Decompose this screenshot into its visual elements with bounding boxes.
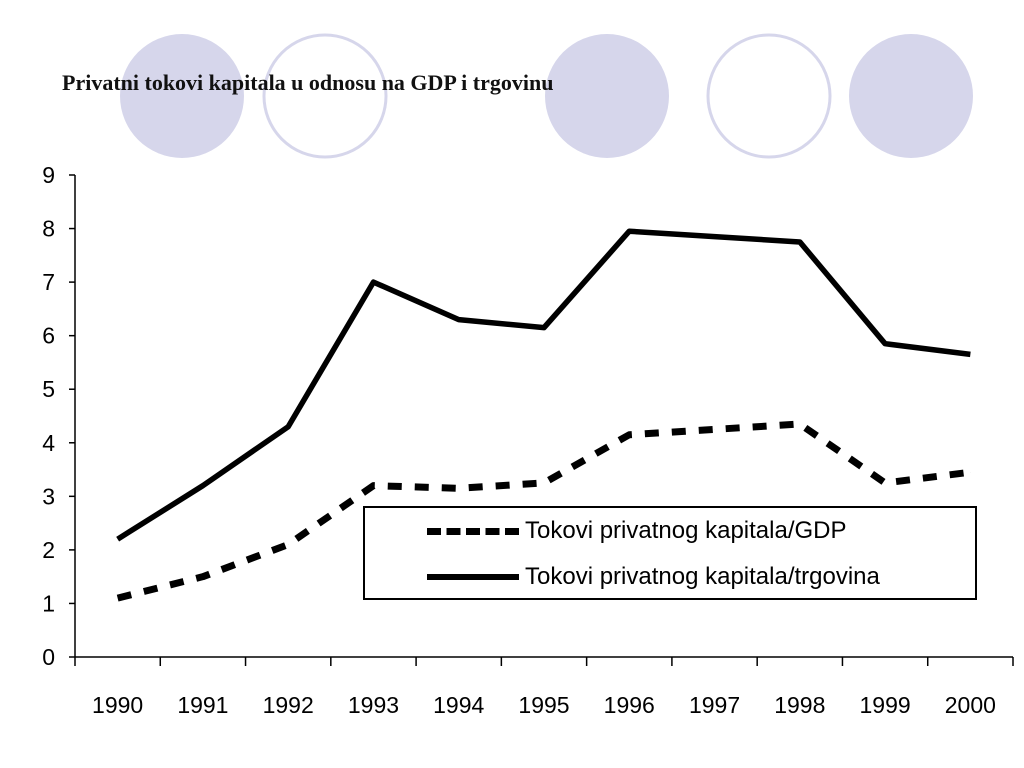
x-tick-label: 1997: [689, 692, 740, 718]
decor-circle-filled: [849, 34, 973, 158]
y-tick-label: 6: [42, 323, 55, 349]
series-line-1: [116, 228, 971, 542]
y-tick-label: 9: [42, 162, 55, 188]
decor-circle-outline: [706, 33, 832, 159]
x-tick-label: 1992: [263, 692, 314, 718]
legend-label-trgovina: Tokovi privatnog kapitala/trgovina: [525, 563, 880, 590]
decor-circle-outline: [262, 33, 388, 159]
y-tick-label: 3: [42, 483, 55, 509]
x-tick-label: 1998: [774, 692, 825, 718]
y-tick-label: 1: [42, 590, 55, 616]
legend-swatch-dashed: [427, 527, 519, 535]
legend-swatch-solid: [427, 574, 519, 580]
y-tick-label: 2: [42, 537, 55, 563]
chart-legend: Tokovi privatnog kapitala/GDP Tokovi pri…: [363, 506, 977, 600]
x-tick-label: 1995: [518, 692, 569, 718]
page-title: Privatni tokovi kapitala u odnosu na GDP…: [62, 70, 554, 95]
y-tick-label: 5: [42, 376, 55, 402]
y-tick-label: 8: [42, 216, 55, 242]
legend-item-gdp: Tokovi privatnog kapitala/GDP: [427, 516, 847, 546]
legend-label-gdp: Tokovi privatnog kapitala/GDP: [525, 517, 847, 544]
y-tick-label: 4: [42, 430, 55, 456]
legend-item-trgovina: Tokovi privatnog kapitala/trgovina: [427, 562, 880, 592]
y-tick-label: 7: [42, 269, 55, 295]
x-tick-label: 2000: [945, 692, 996, 718]
x-tick-label: 1990: [92, 692, 143, 718]
series-line-0: [116, 420, 971, 602]
x-tick-label: 1999: [860, 692, 911, 718]
decor-circle-filled: [120, 34, 244, 158]
x-tick-label: 1996: [604, 692, 655, 718]
x-tick-label: 1994: [433, 692, 484, 718]
x-tick-label: 1993: [348, 692, 399, 718]
x-tick-label: 1991: [177, 692, 228, 718]
decor-circle-filled: [545, 34, 669, 158]
y-tick-label: 0: [42, 644, 55, 670]
